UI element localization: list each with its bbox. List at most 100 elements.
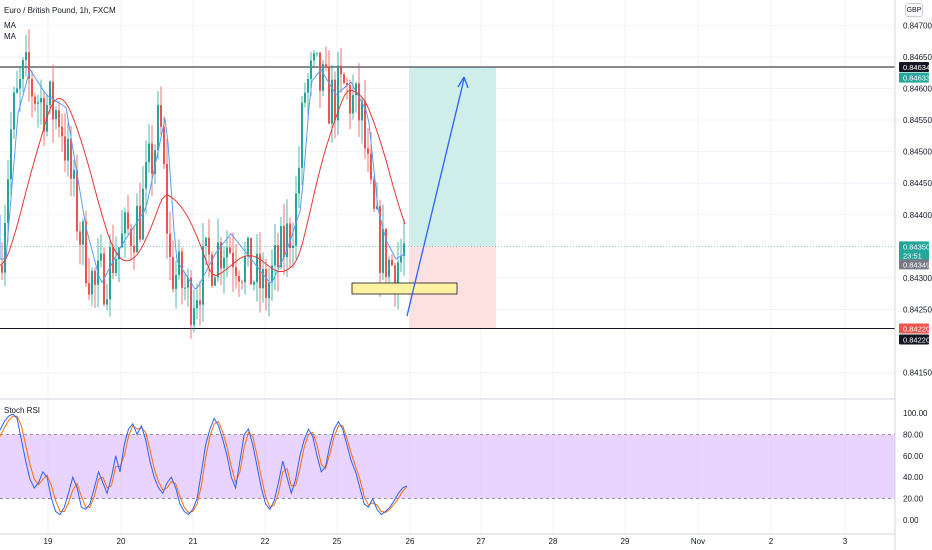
currency-button[interactable]: GBP xyxy=(905,3,923,17)
time-tick-label: 25 xyxy=(333,537,342,546)
price-badge-bg xyxy=(899,241,929,252)
price-badge-label: 0.84634 xyxy=(903,63,930,72)
candle-body xyxy=(268,282,270,299)
candle-body xyxy=(160,105,162,127)
candle-body xyxy=(16,88,18,93)
candle-body xyxy=(322,64,324,91)
candle-body xyxy=(4,223,6,273)
entry-zone-box xyxy=(351,282,458,295)
candle-body xyxy=(211,254,213,286)
stoch-band xyxy=(0,434,895,499)
candle-body xyxy=(325,64,327,67)
candle-body xyxy=(139,205,141,240)
candle-body xyxy=(304,92,306,103)
candle-body xyxy=(154,150,156,174)
price-badge-bg xyxy=(899,323,929,334)
time-tick-label: 19 xyxy=(44,537,53,546)
candle-body xyxy=(364,100,366,149)
candle-body xyxy=(295,193,297,246)
candle-body xyxy=(247,237,249,257)
candle-body xyxy=(217,242,219,278)
price-badge-bg xyxy=(899,334,929,345)
candle-body xyxy=(55,110,57,120)
projection-arrow-head xyxy=(457,76,469,89)
stoch-tick-label: 40.00 xyxy=(903,473,924,482)
candle-body xyxy=(256,253,258,283)
candle-body xyxy=(73,169,75,179)
candle-body xyxy=(118,247,120,260)
candle-body xyxy=(376,206,378,209)
candle-body xyxy=(52,81,54,120)
stoch-d-line xyxy=(0,415,408,514)
candle-body xyxy=(265,269,267,299)
stoch-tick-label: 80.00 xyxy=(903,430,924,439)
price-tick-label: 0.84650 xyxy=(903,53,932,62)
price-badge-label: 23:51 xyxy=(903,251,922,260)
candle-body xyxy=(67,138,69,161)
candle-body xyxy=(85,221,87,284)
candle-body xyxy=(157,105,159,151)
candle-body xyxy=(130,228,132,246)
candle-body xyxy=(193,308,195,325)
candle-body xyxy=(64,136,66,161)
candle-body xyxy=(121,233,123,248)
candle-body xyxy=(133,245,135,253)
candle-body xyxy=(124,212,126,234)
candle-body xyxy=(40,98,42,103)
candle-body xyxy=(238,275,240,282)
price-tick-label: 0.84250 xyxy=(903,306,932,315)
price-badge-bg xyxy=(899,72,929,83)
candle-body xyxy=(181,251,183,288)
candle-body xyxy=(379,206,381,274)
projection-arrow xyxy=(406,78,465,317)
candle-body xyxy=(79,231,81,245)
candle-body xyxy=(244,256,246,283)
stoch-tick-label: 60.00 xyxy=(903,452,924,461)
candle-body xyxy=(310,60,312,80)
candle-body xyxy=(58,110,60,127)
candle-body xyxy=(220,242,222,269)
candle-body xyxy=(400,256,402,263)
candle-body xyxy=(286,223,288,258)
candle-body xyxy=(289,223,291,249)
candle-body xyxy=(37,102,39,104)
candle-body xyxy=(13,92,15,130)
price-badge-label: 0.84220 xyxy=(903,325,930,334)
candle-body xyxy=(115,259,117,274)
stoch-tick-label: 20.00 xyxy=(903,495,924,504)
price-badge-bg xyxy=(899,250,929,261)
candle-body xyxy=(235,267,237,276)
price-tick-label: 0.84600 xyxy=(903,84,932,93)
price-tick-label: 0.84700 xyxy=(903,21,932,30)
candle-body xyxy=(361,100,363,121)
ma-fast-line xyxy=(0,68,406,290)
candle-body xyxy=(151,143,153,174)
candle-body xyxy=(49,81,51,105)
candle-body xyxy=(388,259,390,277)
time-tick-label: Nov xyxy=(691,537,705,546)
candle-body xyxy=(385,228,387,277)
candle-body xyxy=(355,83,357,96)
candle-body xyxy=(127,212,129,229)
stoch-rsi-label: Stoch RSI xyxy=(4,406,41,415)
time-tick-label: 2 xyxy=(769,537,774,546)
candle-body xyxy=(94,270,96,285)
candle-body xyxy=(382,228,384,274)
candle-body xyxy=(166,163,168,234)
candle-body xyxy=(331,79,333,124)
candle-body xyxy=(301,102,303,168)
candle-body xyxy=(142,188,144,240)
candle-body xyxy=(88,283,90,295)
candle-body xyxy=(226,247,228,258)
candle-body xyxy=(292,245,294,249)
time-tick-label: 3 xyxy=(843,537,848,546)
candle-body xyxy=(223,257,225,269)
candle-body xyxy=(10,129,12,180)
candle-body xyxy=(82,221,84,245)
stoch-k-line xyxy=(0,413,408,516)
candle-body xyxy=(91,270,93,295)
price-badge-label: 0.84633 xyxy=(903,74,930,83)
price-badge-bg xyxy=(899,61,929,72)
candle-body xyxy=(277,245,279,268)
